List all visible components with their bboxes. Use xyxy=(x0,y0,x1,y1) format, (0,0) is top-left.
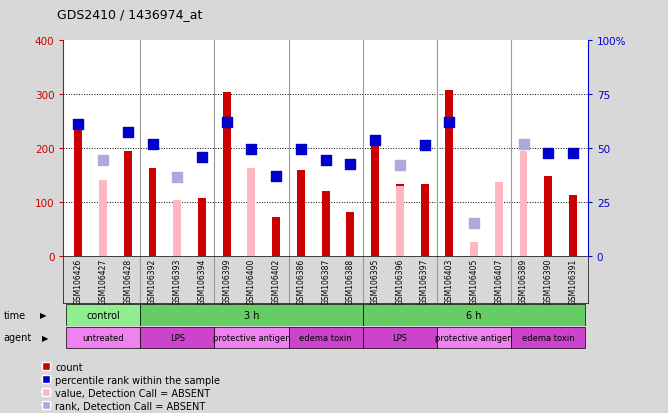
Point xyxy=(568,151,578,157)
Text: GSM106426: GSM106426 xyxy=(73,259,83,304)
Text: GDS2410 / 1436974_at: GDS2410 / 1436974_at xyxy=(57,8,202,21)
Bar xyxy=(396,186,404,256)
Point xyxy=(98,158,108,164)
Point xyxy=(221,120,232,126)
Bar xyxy=(322,192,329,256)
Bar xyxy=(421,185,429,256)
Bar xyxy=(198,198,206,256)
Point xyxy=(147,141,158,148)
Text: GSM106389: GSM106389 xyxy=(519,259,528,304)
Bar xyxy=(74,130,82,256)
Point xyxy=(518,141,529,148)
Text: LPS: LPS xyxy=(392,333,407,342)
Text: LPS: LPS xyxy=(170,333,185,342)
Bar xyxy=(214,327,289,349)
Text: GSM106392: GSM106392 xyxy=(148,259,157,304)
Bar xyxy=(544,177,552,256)
Text: protective antigen: protective antigen xyxy=(436,333,513,342)
Text: GSM106399: GSM106399 xyxy=(222,259,231,305)
Text: GSM106386: GSM106386 xyxy=(297,259,305,304)
Point xyxy=(246,147,257,153)
Point xyxy=(469,221,480,227)
Bar xyxy=(363,327,437,349)
Bar xyxy=(289,327,363,349)
Bar xyxy=(511,327,585,349)
Bar xyxy=(66,327,140,349)
Point xyxy=(271,173,281,180)
Point xyxy=(172,174,182,180)
Text: edema toxin: edema toxin xyxy=(522,333,574,342)
Point xyxy=(321,158,331,164)
Text: edema toxin: edema toxin xyxy=(299,333,352,342)
Bar xyxy=(173,201,181,256)
Point xyxy=(420,142,430,149)
Bar xyxy=(437,327,511,349)
Point xyxy=(543,151,554,157)
Text: GSM106402: GSM106402 xyxy=(272,259,281,304)
Bar xyxy=(347,212,354,256)
Text: ▶: ▶ xyxy=(42,333,49,342)
Bar xyxy=(66,304,140,326)
Text: ▶: ▶ xyxy=(40,311,47,319)
Text: agent: agent xyxy=(3,332,31,343)
Text: GSM106397: GSM106397 xyxy=(420,259,429,305)
Text: GSM106394: GSM106394 xyxy=(198,259,206,305)
Legend: count, percentile rank within the sample, value, Detection Call = ABSENT, rank, : count, percentile rank within the sample… xyxy=(41,362,220,411)
Bar xyxy=(273,217,280,256)
Bar xyxy=(371,145,379,256)
Bar xyxy=(446,91,454,256)
Point xyxy=(370,137,381,144)
Text: untreated: untreated xyxy=(82,333,124,342)
Point xyxy=(73,121,84,128)
Bar xyxy=(495,183,503,256)
Bar xyxy=(140,304,363,326)
Text: GSM106428: GSM106428 xyxy=(124,259,132,304)
Point xyxy=(122,129,133,136)
Text: GSM106400: GSM106400 xyxy=(247,259,256,305)
Point xyxy=(295,147,306,153)
Bar xyxy=(148,169,156,256)
Text: GSM106387: GSM106387 xyxy=(321,259,330,304)
Text: GSM106405: GSM106405 xyxy=(470,259,478,305)
Text: GSM106395: GSM106395 xyxy=(371,259,379,305)
Text: GSM106407: GSM106407 xyxy=(494,259,503,305)
Text: 6 h: 6 h xyxy=(466,310,482,320)
Bar xyxy=(363,304,585,326)
Text: time: time xyxy=(3,310,25,320)
Text: 3 h: 3 h xyxy=(244,310,259,320)
Bar xyxy=(297,170,305,256)
Bar xyxy=(140,327,214,349)
Text: GSM106393: GSM106393 xyxy=(173,259,182,305)
Bar xyxy=(222,92,230,256)
Point xyxy=(196,154,207,161)
Text: GSM106427: GSM106427 xyxy=(99,259,108,304)
Point xyxy=(444,120,455,126)
Point xyxy=(345,161,356,168)
Text: GSM106388: GSM106388 xyxy=(346,259,355,304)
Text: protective antigen: protective antigen xyxy=(212,333,291,342)
Bar xyxy=(99,181,107,256)
Text: GSM106390: GSM106390 xyxy=(544,259,552,305)
Bar xyxy=(520,151,528,256)
Bar xyxy=(470,242,478,256)
Bar xyxy=(124,151,132,256)
Text: GSM106396: GSM106396 xyxy=(395,259,404,305)
Bar xyxy=(569,196,577,256)
Bar xyxy=(247,169,255,256)
Bar xyxy=(396,185,404,256)
Point xyxy=(395,163,405,169)
Text: GSM106391: GSM106391 xyxy=(568,259,578,304)
Text: GSM106403: GSM106403 xyxy=(445,259,454,305)
Text: control: control xyxy=(86,310,120,320)
